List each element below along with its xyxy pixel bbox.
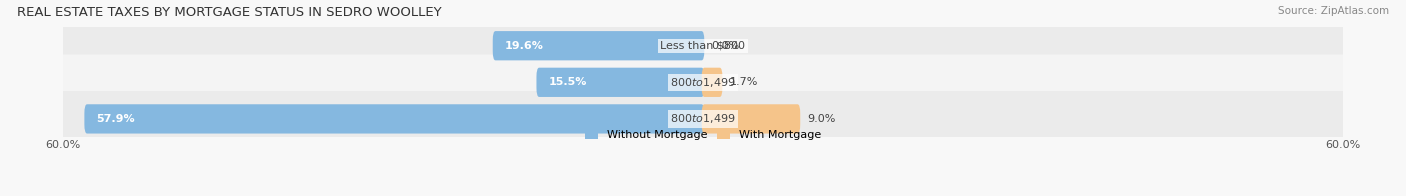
FancyBboxPatch shape [492, 31, 704, 60]
Text: 15.5%: 15.5% [548, 77, 586, 87]
FancyBboxPatch shape [702, 104, 800, 133]
Legend: Without Mortgage, With Mortgage: Without Mortgage, With Mortgage [585, 130, 821, 140]
Text: Less than $800: Less than $800 [661, 41, 745, 51]
FancyBboxPatch shape [84, 104, 704, 133]
Text: REAL ESTATE TAXES BY MORTGAGE STATUS IN SEDRO WOOLLEY: REAL ESTATE TAXES BY MORTGAGE STATUS IN … [17, 6, 441, 19]
Text: 9.0%: 9.0% [807, 114, 835, 124]
Text: 57.9%: 57.9% [97, 114, 135, 124]
FancyBboxPatch shape [537, 68, 704, 97]
FancyBboxPatch shape [59, 91, 1347, 147]
FancyBboxPatch shape [702, 68, 723, 97]
Text: Source: ZipAtlas.com: Source: ZipAtlas.com [1278, 6, 1389, 16]
FancyBboxPatch shape [59, 54, 1347, 110]
Text: 0.0%: 0.0% [711, 41, 740, 51]
Text: $800 to $1,499: $800 to $1,499 [671, 113, 735, 125]
Text: 1.7%: 1.7% [730, 77, 758, 87]
Text: $800 to $1,499: $800 to $1,499 [671, 76, 735, 89]
FancyBboxPatch shape [59, 18, 1347, 74]
Text: 19.6%: 19.6% [505, 41, 544, 51]
